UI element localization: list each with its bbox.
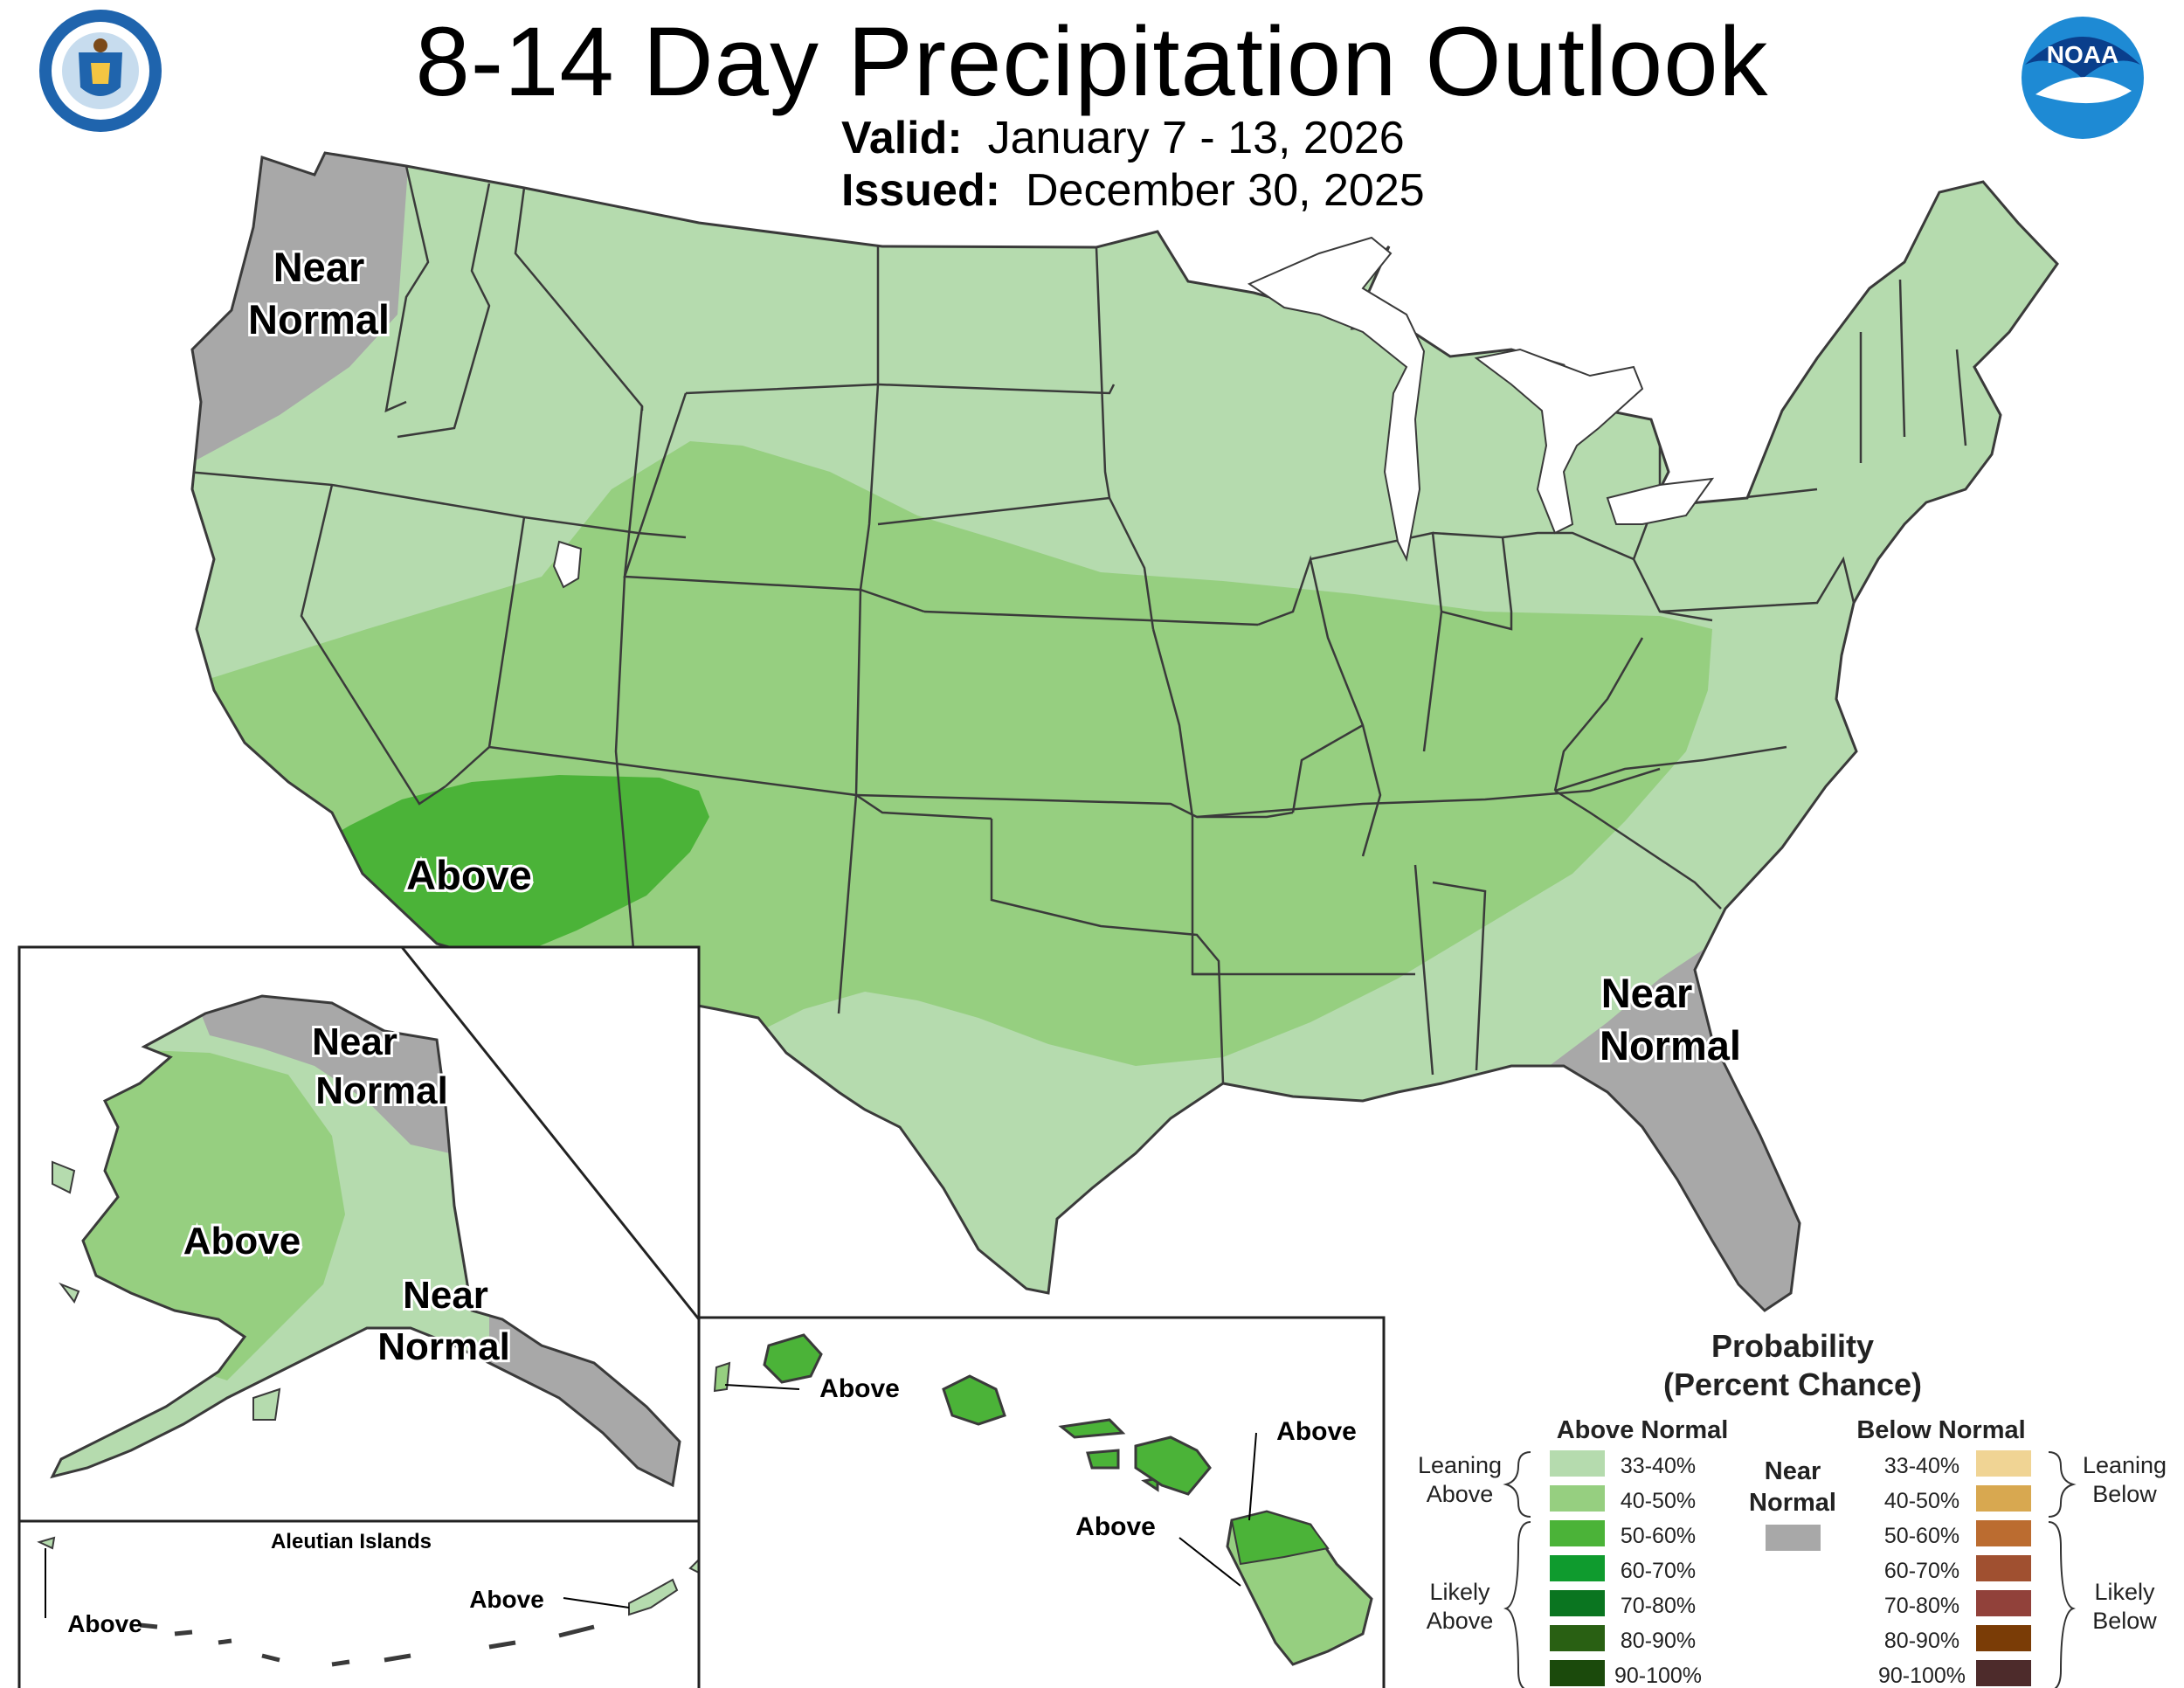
legend-above-swatch-2	[1550, 1485, 1605, 1512]
legend-above-swatch-5	[1550, 1590, 1605, 1616]
legend-below-swatch-5	[1976, 1590, 2031, 1616]
valid-value: January 7 - 13, 2026	[987, 113, 1405, 163]
valid-line: Valid: January 7 - 13, 2026	[841, 112, 1405, 164]
alaska-near-normal-north-1: Near	[312, 1020, 397, 1063]
legend-below-label-4: 60-70%	[1884, 1559, 1959, 1583]
legend-above-swatch-1	[1550, 1450, 1605, 1477]
legend-below-swatch-3	[1976, 1520, 2031, 1546]
alaska-near-normal-north-2: Normal	[315, 1069, 448, 1112]
legend-title-2: (Percent Chance)	[1663, 1366, 1922, 1402]
aleutian-above-west: Above	[67, 1610, 142, 1637]
legend-above-label-3: 50-60%	[1621, 1524, 1696, 1548]
legend-below-label-7: 90-100%	[1878, 1664, 1966, 1688]
alaska-above-label: Above	[183, 1220, 301, 1263]
legend-above-header: Above Normal	[1557, 1416, 1729, 1444]
legend-leaning-below-1: Leaning	[2083, 1452, 2167, 1478]
legend-leaning-above-2: Above	[1427, 1481, 1494, 1507]
valid-label: Valid:	[841, 113, 963, 163]
nw-near-normal-label-1: Near	[273, 244, 365, 290]
legend-above-rows: 33-40% 40-50% 50-60% 60-70% 70-80% 80-90…	[1550, 1450, 1702, 1688]
issued-line: Issued: December 30, 2025	[841, 164, 1425, 217]
legend-title-1: Probability	[1711, 1328, 1874, 1364]
issued-value: December 30, 2025	[1025, 165, 1425, 216]
legend-likely-above-2: Above	[1427, 1608, 1494, 1634]
hawaii-above-bigisland: Above	[1075, 1512, 1156, 1541]
legend-near-2: Normal	[1749, 1489, 1836, 1517]
alaska-inset: Near Normal Above Near Normal	[17, 945, 701, 1688]
nw-near-normal-label-2: Normal	[248, 296, 390, 342]
legend-above-swatch-7	[1550, 1660, 1605, 1686]
department-of-commerce-seal	[39, 10, 162, 132]
se-near-normal-label-1: Near	[1601, 970, 1693, 1016]
probability-legend: Probability (Percent Chance) Above Norma…	[1418, 1328, 2167, 1688]
legend-above-label-5: 70-80%	[1621, 1594, 1696, 1618]
legend-below-label-1: 33-40%	[1884, 1454, 1959, 1478]
legend-above-swatch-3	[1550, 1520, 1605, 1546]
legend-above-label-4: 60-70%	[1621, 1559, 1696, 1583]
legend-leaning-above-1: Leaning	[1418, 1452, 1502, 1478]
conus-above-label: Above	[406, 852, 532, 898]
legend-above-label-7: 90-100%	[1614, 1664, 1702, 1688]
page-title: 8-14 Day Precipitation Outlook	[415, 7, 1769, 116]
state-boundaries	[192, 165, 1967, 1084]
hawaii-above-kauai: Above	[819, 1374, 900, 1403]
legend-above-label-2: 40-50%	[1621, 1489, 1696, 1513]
legend-below-label-2: 40-50%	[1884, 1489, 1959, 1513]
alaska-near-normal-south-2: Normal	[377, 1325, 510, 1368]
kauai-island	[763, 1333, 823, 1384]
aleutian-above-east: Above	[469, 1586, 544, 1613]
great-lakes	[1247, 236, 1715, 563]
legend-below-label-3: 50-60%	[1884, 1524, 1959, 1548]
legend-below-swatch-4	[1976, 1555, 2031, 1581]
legend-leaning-below-2: Below	[2092, 1481, 2157, 1507]
legend-below-label-6: 80-90%	[1884, 1629, 1959, 1653]
legend-below-swatch-7	[1976, 1660, 2031, 1686]
aleutian-inset: Aleutian Islands Above Above	[17, 1519, 701, 1688]
issued-label: Issued:	[841, 165, 1001, 216]
legend-below-swatch-1	[1976, 1450, 2031, 1477]
aleutian-title: Aleutian Islands	[271, 1530, 432, 1553]
maui-island	[1134, 1435, 1212, 1496]
noaa-logo-text: NOAA	[2047, 41, 2118, 68]
legend-near-normal-swatch	[1766, 1525, 1821, 1551]
legend-above-label-6: 80-90%	[1621, 1629, 1696, 1653]
great-salt-lake	[552, 540, 583, 589]
legend-below-rows: 33-40% 40-50% 50-60% 60-70% 70-80% 80-90…	[1878, 1450, 2031, 1688]
legend-above-label-1: 33-40%	[1621, 1454, 1696, 1478]
legend-below-swatch-6	[1976, 1625, 2031, 1651]
legend-below-swatch-2	[1976, 1485, 2031, 1512]
noaa-logo: NOAA	[2022, 17, 2144, 139]
conus-map: Near Normal Above Near Normal	[190, 151, 2059, 1312]
legend-likely-below-2: Below	[2092, 1608, 2157, 1634]
legend-below-label-5: 70-80%	[1884, 1594, 1959, 1618]
hawaii-above-maui: Above	[1276, 1417, 1357, 1446]
legend-above-swatch-4	[1550, 1555, 1605, 1581]
legend-below-header: Below Normal	[1856, 1416, 2025, 1444]
legend-near-1: Near	[1765, 1457, 1821, 1485]
alaska-near-normal-south-1: Near	[403, 1274, 488, 1317]
legend-likely-above-1: Likely	[1429, 1579, 1490, 1605]
oahu-island	[942, 1374, 1006, 1426]
se-near-normal-label-2: Normal	[1600, 1022, 1741, 1069]
legend-above-swatch-6	[1550, 1625, 1605, 1651]
hawaii-inset: Above Above Above	[697, 1316, 1386, 1688]
legend-likely-below-1: Likely	[2094, 1579, 2155, 1605]
